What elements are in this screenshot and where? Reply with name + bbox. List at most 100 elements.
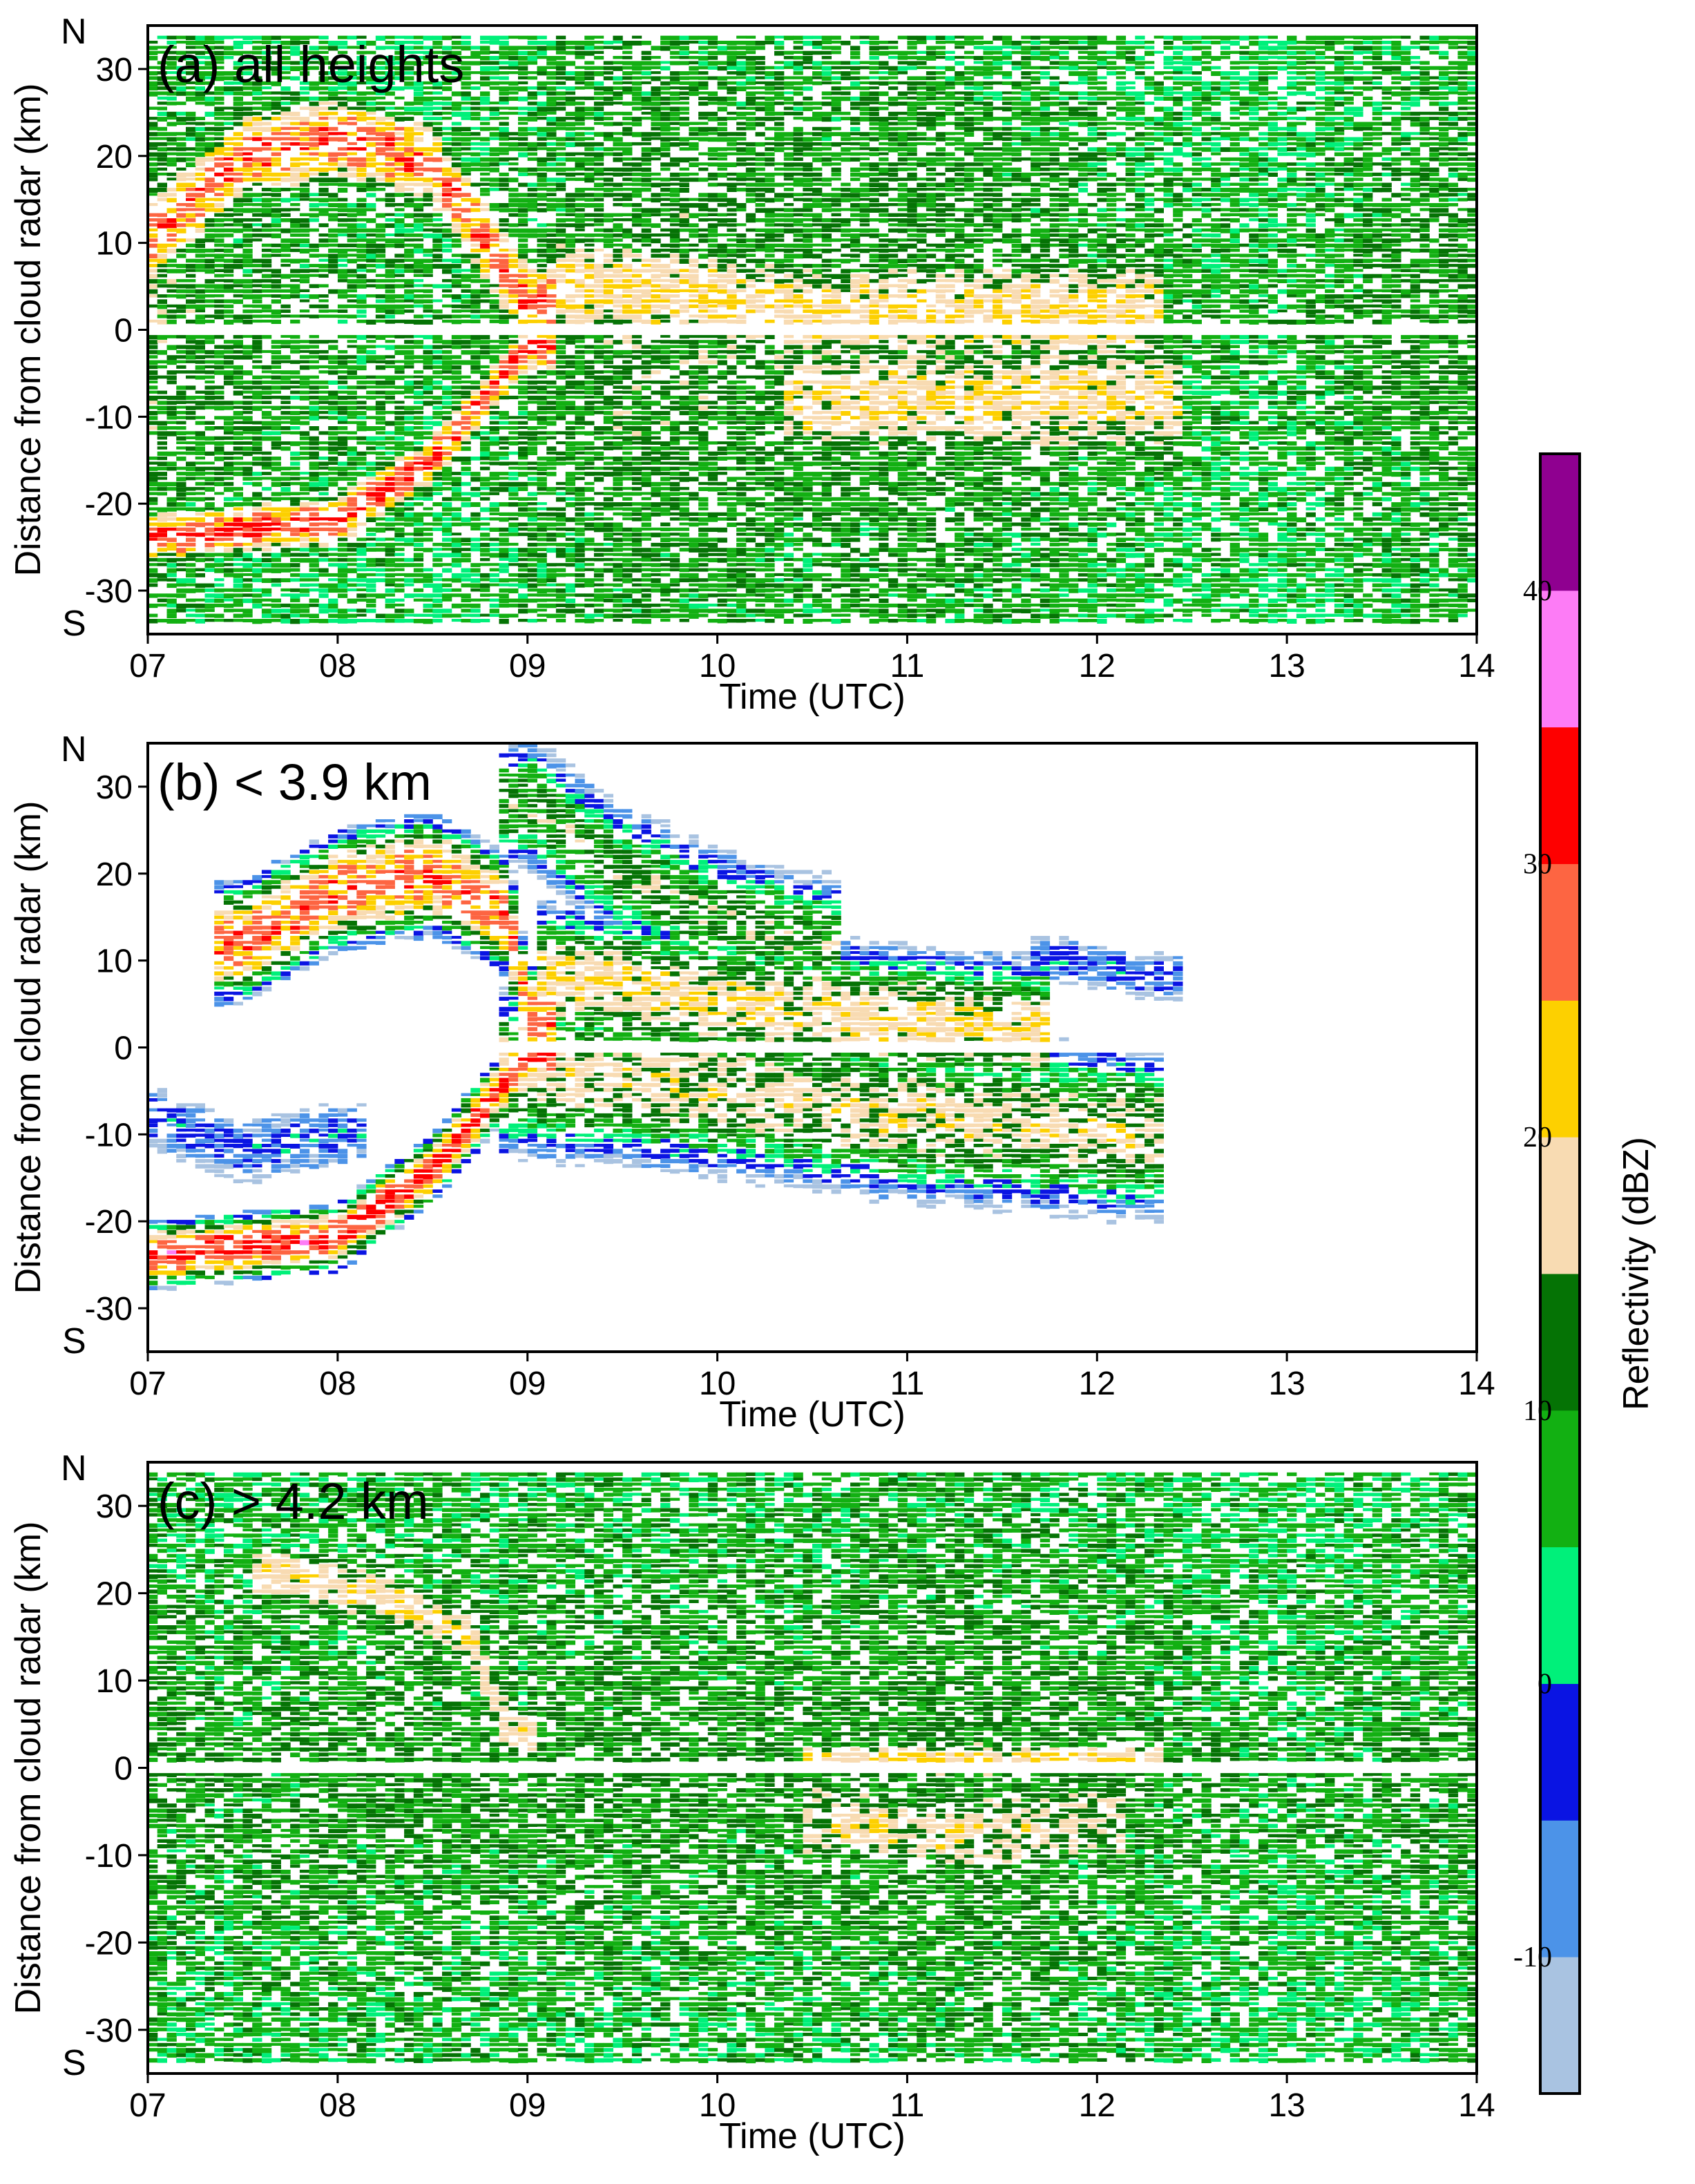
reflectivity-cell — [603, 182, 613, 186]
reflectivity-cell — [186, 497, 196, 501]
reflectivity-cell — [527, 304, 537, 309]
reflectivity-cell — [537, 41, 547, 45]
reflectivity-cell — [565, 86, 575, 91]
reflectivity-cell — [223, 436, 234, 440]
reflectivity-cell — [518, 238, 528, 242]
reflectivity-cell — [432, 441, 443, 445]
reflectivity-cell — [451, 553, 462, 557]
reflectivity-cell — [214, 517, 224, 523]
reflectivity-cell — [603, 61, 613, 65]
reflectivity-cell — [299, 345, 310, 349]
reflectivity-cell — [186, 294, 196, 298]
reflectivity-cell — [546, 512, 557, 517]
reflectivity-cell — [366, 375, 376, 379]
reflectivity-cell — [461, 289, 471, 293]
reflectivity-cell — [195, 533, 205, 537]
reflectivity-cell — [195, 390, 205, 394]
reflectivity-cell — [489, 157, 499, 162]
reflectivity-cell — [593, 122, 604, 125]
reflectivity-cell — [442, 497, 452, 501]
reflectivity-cell — [186, 563, 196, 567]
reflectivity-cell — [290, 537, 300, 542]
reflectivity-cell — [385, 218, 395, 222]
reflectivity-cell — [375, 233, 386, 238]
reflectivity-cell — [555, 527, 566, 531]
reflectivity-cell — [622, 147, 633, 153]
reflectivity-cell — [166, 86, 177, 90]
reflectivity-cell — [328, 111, 338, 115]
reflectivity-cell — [527, 609, 537, 613]
reflectivity-cell — [537, 421, 547, 425]
reflectivity-cell — [631, 390, 642, 395]
reflectivity-cell — [356, 162, 367, 167]
reflectivity-cell — [299, 238, 310, 244]
reflectivity-cell — [186, 269, 196, 272]
reflectivity-cell — [223, 380, 234, 385]
reflectivity-cell — [555, 122, 566, 127]
reflectivity-cell — [489, 233, 499, 238]
reflectivity-cell — [518, 228, 528, 233]
reflectivity-cell — [223, 416, 234, 421]
reflectivity-cell — [223, 213, 234, 218]
reflectivity-cell — [603, 553, 613, 556]
reflectivity-cell — [223, 426, 234, 432]
reflectivity-cell — [461, 522, 471, 526]
reflectivity-cell — [394, 299, 405, 303]
reflectivity-cell — [480, 405, 490, 410]
reflectivity-cell — [423, 233, 433, 238]
reflectivity-cell — [527, 274, 537, 278]
reflectivity-cell — [195, 289, 205, 294]
reflectivity-cell — [499, 578, 509, 583]
reflectivity-cell — [280, 71, 291, 75]
reflectivity-cell — [461, 238, 471, 242]
reflectivity-cell — [432, 360, 443, 365]
reflectivity-cell — [593, 619, 604, 622]
reflectivity-cell — [546, 198, 557, 202]
reflectivity-cell — [508, 517, 519, 521]
reflectivity-cell — [309, 613, 319, 618]
reflectivity-cell — [299, 451, 310, 455]
reflectivity-cell — [186, 436, 196, 439]
reflectivity-cell — [555, 355, 566, 359]
reflectivity-cell — [337, 218, 348, 222]
reflectivity-cell — [195, 61, 205, 65]
reflectivity-cell — [223, 522, 234, 526]
reflectivity-cell — [413, 395, 424, 399]
reflectivity-cell — [148, 122, 158, 127]
reflectivity-cell — [223, 243, 234, 248]
reflectivity-cell — [337, 187, 348, 193]
reflectivity-cell — [470, 279, 481, 283]
reflectivity-cell — [546, 492, 557, 495]
reflectivity-cell — [575, 304, 585, 309]
reflectivity-cell — [356, 264, 367, 269]
reflectivity-cell — [299, 279, 310, 284]
reflectivity-cell — [271, 243, 281, 247]
reflectivity-cell — [375, 314, 386, 319]
reflectivity-cell — [584, 157, 595, 162]
reflectivity-cell — [337, 355, 348, 360]
reflectivity-cell — [195, 613, 205, 617]
reflectivity-cell — [375, 253, 386, 258]
reflectivity-cell — [337, 416, 348, 421]
reflectivity-cell — [233, 187, 243, 193]
reflectivity-cell — [593, 507, 604, 510]
reflectivity-cell — [318, 497, 329, 501]
reflectivity-cell — [555, 56, 566, 60]
reflectivity-cell — [290, 563, 300, 568]
reflectivity-cell — [176, 355, 186, 359]
reflectivity-cell — [328, 228, 338, 233]
reflectivity-cell — [157, 106, 167, 111]
reflectivity-cell — [242, 228, 253, 232]
reflectivity-cell — [423, 492, 433, 497]
reflectivity-cell — [613, 96, 623, 100]
reflectivity-cell — [290, 578, 300, 582]
reflectivity-cell — [204, 126, 215, 131]
reflectivity-cell — [290, 218, 300, 224]
reflectivity-cell — [252, 542, 262, 548]
reflectivity-cell — [593, 238, 604, 242]
reflectivity-cell — [413, 461, 424, 465]
reflectivity-cell — [470, 319, 481, 324]
reflectivity-cell — [271, 619, 281, 622]
reflectivity-cell — [546, 360, 557, 364]
reflectivity-cell — [565, 370, 575, 376]
